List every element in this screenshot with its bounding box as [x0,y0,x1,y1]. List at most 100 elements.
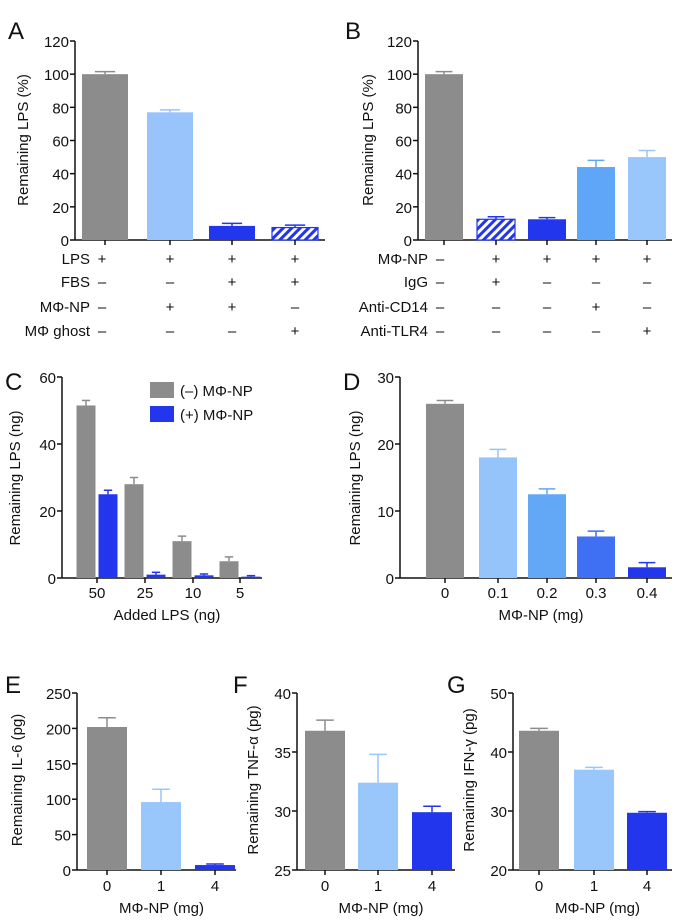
condition-sign-a-2-0: – [98,299,107,316]
y-tick-label-a-2: 40 [52,167,69,184]
x-tick-label-c-1: 25 [137,585,154,602]
bar-b-0-1 [476,218,516,241]
y-tick-label-d-3: 30 [377,370,394,387]
condition-sign-b-0-1: + [492,251,501,268]
condition-label-b-0: MΦ-NP [378,251,428,268]
y-tick-label-b-4: 80 [395,100,412,117]
x-axis-label-g: MΦ-NP (mg) [555,900,640,917]
y-tick-label-f-2: 35 [274,745,291,762]
condition-sign-a-2-3: – [291,299,300,316]
condition-sign-b-2-4: – [643,299,652,316]
y-tick-label-g-0: 20 [490,863,507,880]
condition-sign-a-2-2: + [228,299,237,316]
x-tick-label-d-4: 0.4 [637,585,658,602]
x-tick-label-g-2: 4 [643,878,651,895]
bar-d-0-4 [628,567,666,578]
condition-sign-b-1-3: – [592,274,601,291]
bar-f-0-0 [305,730,345,870]
y-tick-label-a-6: 120 [44,34,69,51]
condition-label-b-3: Anti-TLR4 [360,323,428,340]
condition-sign-b-3-1: – [492,323,501,340]
y-tick-label-b-2: 40 [395,167,412,184]
x-tick-label-c-0: 50 [89,585,106,602]
bar-c-0-1 [124,484,144,578]
x-axis-label-e: MΦ-NP (mg) [119,900,204,917]
bar-a-0-1 [147,112,193,240]
legend-swatch-1 [150,406,174,422]
x-tick-label-c-3: 5 [236,585,244,602]
panel-label-e: E [5,672,21,699]
bar-e-0-0 [87,726,127,870]
legend-label-0: (–) MΦ-NP [180,383,253,400]
y-tick-label-e-2: 100 [46,792,71,809]
y-axis-label-f: Remaining TNF-α (pg) [245,705,262,854]
x-tick-label-e-0: 0 [103,878,111,895]
bar-e-0-1 [141,802,181,870]
y-tick-label-b-0: 0 [404,233,412,250]
bar-g-0-1 [574,769,614,870]
y-tick-label-a-1: 20 [52,200,69,217]
y-tick-label-f-0: 25 [274,863,291,880]
x-tick-label-d-0: 0 [441,585,449,602]
bar-b-0-4 [628,157,666,240]
y-tick-label-c-1: 20 [39,504,56,521]
bar-f-0-2 [412,812,452,870]
panel-label-a: A [8,18,24,45]
condition-sign-a-0-1: + [166,251,175,268]
y-tick-label-g-1: 30 [490,804,507,821]
y-axis-label-e: Remaining IL-6 (pg) [9,714,26,847]
condition-sign-a-1-2: + [228,274,237,291]
x-tick-label-g-0: 0 [535,878,543,895]
bar-b-0-3 [577,167,615,240]
y-tick-label-c-3: 60 [39,370,56,387]
y-tick-label-f-3: 40 [274,686,291,703]
bar-c-1-1 [146,574,166,578]
x-tick-label-e-1: 1 [157,878,165,895]
condition-sign-b-0-2: + [543,251,552,268]
condition-label-a-1: FBS [61,274,90,291]
bar-b-0-2 [528,219,566,240]
condition-sign-a-0-3: + [291,251,300,268]
x-tick-label-d-2: 0.2 [537,585,558,602]
bar-b-0-0 [425,74,463,241]
bar-e-0-2 [195,865,235,870]
y-tick-label-d-0: 0 [386,571,394,588]
x-tick-label-d-1: 0.1 [488,585,509,602]
panel-label-d: D [343,369,360,396]
x-tick-label-f-0: 0 [321,878,329,895]
condition-sign-a-1-3: + [291,274,300,291]
y-tick-label-a-0: 0 [61,233,69,250]
bar-f-0-1 [358,782,398,870]
condition-sign-b-2-1: – [492,299,501,316]
x-tick-label-d-3: 0.3 [586,585,607,602]
panel-label-g: G [447,672,466,699]
bar-d-0-1 [479,457,517,578]
y-tick-label-e-4: 200 [46,721,71,738]
condition-sign-a-3-1: – [166,323,175,340]
condition-sign-b-1-0: – [436,274,445,291]
condition-label-b-2: Anti-CD14 [359,299,428,316]
bar-d-0-0 [426,403,464,578]
y-tick-label-c-0: 0 [48,571,56,588]
y-axis-label-d: Remaining LPS (ng) [347,410,364,545]
x-axis-label-d: MΦ-NP (mg) [498,607,583,624]
condition-sign-b-2-3: + [592,299,601,316]
condition-sign-b-0-0: – [436,251,445,268]
legend-swatch-0 [150,382,174,398]
y-axis-label-a: Remaining LPS (%) [15,74,32,206]
condition-sign-b-1-4: – [643,274,652,291]
legend-label-1: (+) MΦ-NP [180,407,253,424]
y-tick-label-d-2: 20 [377,437,394,454]
y-tick-label-b-1: 20 [395,200,412,217]
x-tick-label-f-2: 4 [428,878,436,895]
x-axis-label-f: MΦ-NP (mg) [338,900,423,917]
y-tick-label-c-2: 40 [39,437,56,454]
x-tick-label-g-1: 1 [590,878,598,895]
condition-sign-a-3-3: + [291,323,300,340]
condition-sign-a-2-1: + [166,299,175,316]
condition-sign-b-1-2: – [543,274,552,291]
bar-d-0-3 [577,536,615,578]
bar-a-0-0 [82,74,128,241]
bar-d-0-2 [528,494,566,578]
